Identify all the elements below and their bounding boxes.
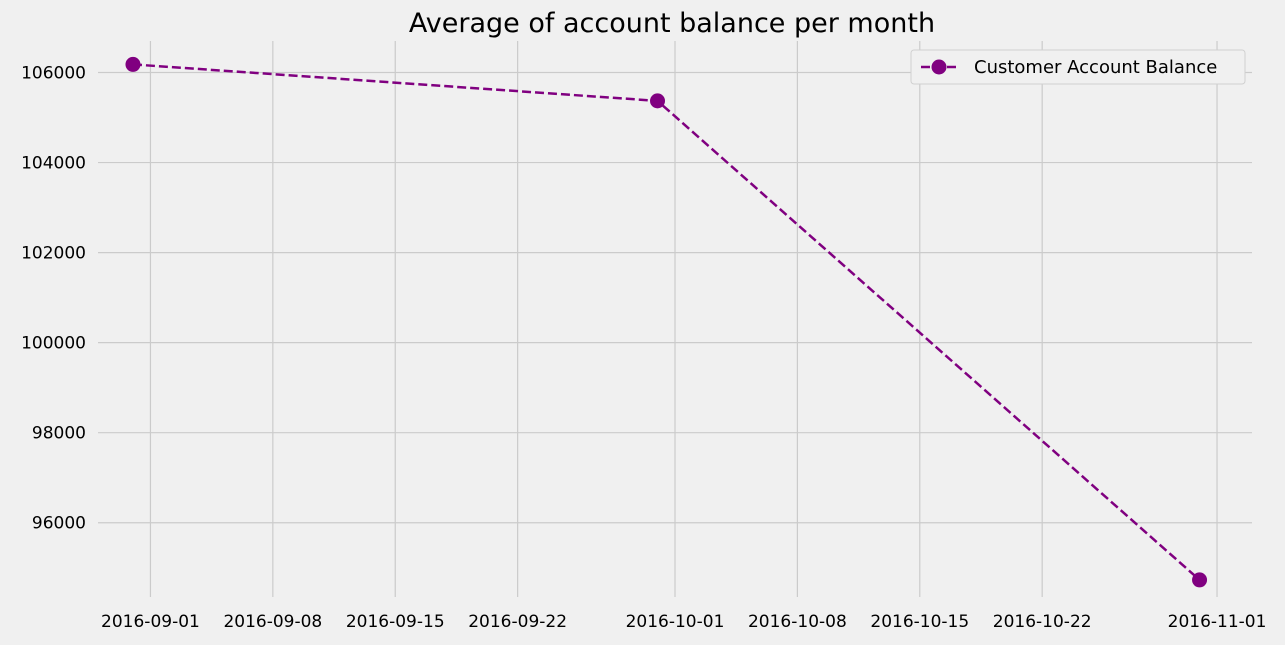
y-tick-label: 104000 xyxy=(21,154,86,174)
x-tick-label: 2016-10-22 xyxy=(993,612,1092,632)
data-point xyxy=(1192,572,1208,588)
x-tick-label: 2016-11-01 xyxy=(1168,612,1267,632)
chart-title: Average of account balance per month xyxy=(409,8,935,39)
x-tick-label: 2016-10-08 xyxy=(748,612,847,632)
legend-marker xyxy=(931,59,947,75)
x-tick-label: 2016-09-01 xyxy=(101,612,200,632)
legend-label: Customer Account Balance xyxy=(974,57,1217,78)
x-tick-label: 2016-09-15 xyxy=(346,612,445,632)
y-tick-label: 98000 xyxy=(32,424,86,444)
data-point xyxy=(125,56,141,72)
y-axis-ticks: 96000 98000 100000 102000 104000 106000 xyxy=(21,64,86,534)
x-tick-label: 2016-09-22 xyxy=(468,612,567,632)
y-tick-label: 106000 xyxy=(21,64,86,84)
x-tick-label: 2016-09-08 xyxy=(223,612,322,632)
y-tick-label: 96000 xyxy=(32,514,86,534)
y-tick-label: 102000 xyxy=(21,244,86,264)
x-tick-label: 2016-10-15 xyxy=(870,612,969,632)
x-axis-ticks: 2016-09-01 2016-09-08 2016-09-15 2016-09-22… xyxy=(101,612,1266,632)
legend: Customer Account Balance xyxy=(910,49,1246,85)
series-layer xyxy=(125,56,1208,588)
y-tick-label: 100000 xyxy=(21,334,86,354)
data-point xyxy=(650,93,666,109)
grid xyxy=(98,41,1252,597)
x-tick-label: 2016-10-01 xyxy=(626,612,725,632)
legend-box xyxy=(910,49,1246,85)
